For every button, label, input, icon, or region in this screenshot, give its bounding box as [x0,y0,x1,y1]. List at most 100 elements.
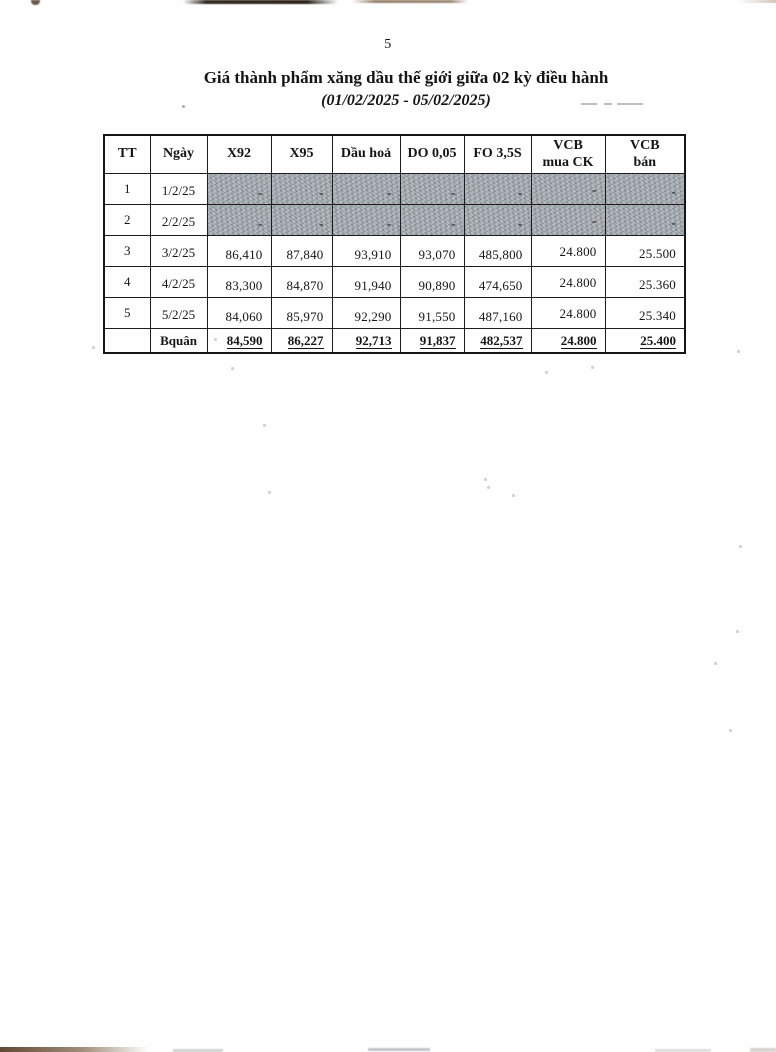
price-cell: - [463,173,532,205]
noise-dot [729,729,732,732]
price-cell: 91,940 [331,266,401,298]
column-header-x92: X92 [206,134,272,174]
page-number: 5 [384,37,392,52]
noise-dot [263,424,266,427]
noise-dot [736,630,739,633]
average-value: 24.800 [560,333,597,349]
price-cell: 485,800 [463,235,532,267]
row-index-cell: 2 [103,204,151,236]
average-cell: 92,713 [331,328,401,354]
price-cell: - [399,173,465,205]
average-row: Bquân 84,590 86,227 92,713 91,837 482,53… [103,328,686,354]
price-cell: - [331,173,401,205]
price-cell: 83,300 [206,266,272,298]
row-index-cell: 5 [103,297,151,329]
price-cell: 93,910 [331,235,401,267]
price-cell: - [604,204,686,236]
table-row: 3 3/2/25 86,410 87,840 93,910 93,070 485… [103,235,686,267]
average-value: 91,837 [419,333,456,349]
price-cell: 474,650 [463,266,532,298]
column-header-do-005: DO 0,05 [399,134,465,174]
price-cell: 25.500 [604,235,686,267]
noise-dot [484,478,487,481]
scan-artifact [183,0,338,4]
row-index-cell: 1 [103,173,151,205]
price-cell: - [530,173,606,205]
price-cell: - [399,204,465,236]
price-table: TT Ngày X92 X95 Dầu hoả DO 0,05 FO 3,5S … [103,134,686,354]
price-cell: 91,550 [399,297,465,329]
table-row: 5 5/2/25 84,060 85,970 92,290 91,550 487… [103,297,686,329]
row-index-cell [103,328,151,354]
table-row: 4 4/2/25 83,300 84,870 91,940 90,890 474… [103,266,686,298]
noise-dot [487,486,490,489]
price-cell: - [270,173,333,205]
average-label: Bquân [149,328,208,354]
document-subtitle: (01/02/2025 - 05/02/2025) [321,92,491,110]
noise-dot [714,662,717,665]
table-row: 1 1/2/25 - - - - - - - [103,173,686,205]
average-cell: 86,227 [270,328,333,354]
price-cell: - [604,173,686,205]
price-cell: 24.800 [530,297,606,329]
average-value: 25.400 [640,333,676,349]
row-index-cell: 3 [103,235,151,267]
price-cell: 25.340 [604,297,686,329]
price-cell: - [206,204,272,236]
column-header-ngay: Ngày [149,134,208,174]
price-cell: 93,070 [399,235,465,267]
noise-dot [737,350,740,353]
column-header-vcb-mua: VCB mua CK [530,134,606,174]
price-cell: 25.360 [604,266,686,298]
scan-artifact [352,0,468,3]
price-cell: 84,060 [206,297,272,329]
scan-artifact [738,0,776,3]
price-cell: 92,290 [331,297,401,329]
scan-artifact [31,0,40,5]
noise-dot [512,494,515,497]
average-cell: 84,590 [206,328,272,354]
date-cell: 3/2/25 [149,235,208,267]
date-cell: 1/2/25 [149,173,208,205]
average-value: 482,537 [480,333,523,349]
average-value: 86,227 [287,333,324,349]
row-index-cell: 4 [103,266,151,298]
column-header-vcb-ban: VCB bán [604,134,686,174]
noise-dot [591,366,594,369]
average-cell: 482,537 [463,328,532,354]
price-cell: 90,890 [399,266,465,298]
header-row: TT Ngày X92 X95 Dầu hoả DO 0,05 FO 3,5S … [103,134,686,174]
average-value: 84,590 [226,333,263,349]
scan-artifact [0,1047,148,1052]
price-cell: 85,970 [270,297,333,329]
price-cell: 86,410 [206,235,272,267]
price-cell: - [206,173,272,205]
column-header-fo-35s: FO 3,5S [463,134,532,174]
table-row: 2 2/2/25 - - - - - - - [103,204,686,236]
average-cell: 25.400 [604,328,686,354]
column-header-x95: X95 [270,134,333,174]
column-header-dau-hoa: Dầu hoả [331,134,401,174]
price-cell: 487,160 [463,297,532,329]
price-cell: - [463,204,532,236]
noise-dot [231,367,234,370]
price-cell: - [530,204,606,236]
column-header-tt: TT [103,134,151,174]
price-cell: 84,870 [270,266,333,298]
average-value: 92,713 [355,333,392,349]
noise-dot [92,346,95,349]
price-cell: - [270,204,333,236]
average-cell: 91,837 [399,328,465,354]
price-cell: 24.800 [530,235,606,267]
noise-dot [739,545,742,548]
scan-artifact [750,1048,776,1052]
noise-dot [545,371,548,374]
date-cell: 5/2/25 [149,297,208,329]
price-cell: 87,840 [270,235,333,267]
price-cell: - [331,204,401,236]
average-cell: 24.800 [530,328,606,354]
noise-dot [268,491,271,494]
price-cell: 24.800 [530,266,606,298]
scan-artifact [368,1048,430,1051]
